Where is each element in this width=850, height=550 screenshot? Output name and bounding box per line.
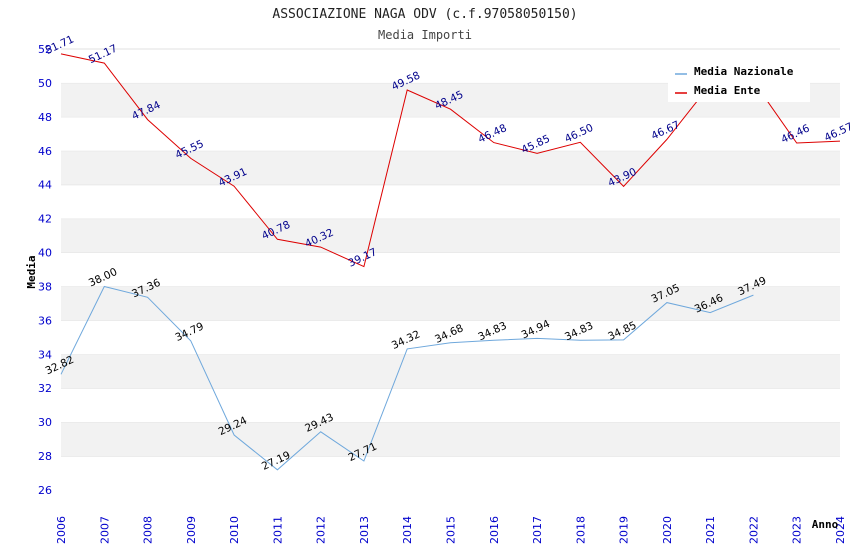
y-tick-label: 52 (38, 43, 52, 56)
y-tick-label: 44 (38, 179, 52, 192)
grid-band (61, 388, 840, 423)
x-tick-label: 2019 (618, 516, 631, 544)
grid-band (61, 422, 840, 457)
legend: Media Nazionale Media Ente (668, 58, 810, 102)
x-tick-label: 2006 (55, 516, 68, 544)
x-tick-label: 2023 (791, 516, 804, 544)
y-tick-label: 34 (38, 348, 52, 361)
y-tick-label: 38 (38, 280, 52, 293)
x-tick-label: 2020 (661, 516, 674, 544)
y-tick-label: 40 (38, 247, 52, 260)
x-tick-label: 2010 (228, 516, 241, 544)
y-tick-label: 28 (38, 450, 52, 463)
y-tick-label: 32 (38, 382, 52, 395)
legend-label-nazionale: Media Nazionale (694, 65, 794, 78)
x-tick-label: 2017 (531, 516, 544, 544)
y-tick-label: 48 (38, 111, 52, 124)
x-tick-label: 2011 (271, 516, 284, 544)
y-tick-label: 30 (38, 416, 52, 429)
y-tick-label: 42 (38, 213, 52, 226)
x-tick-label: 2018 (574, 516, 587, 544)
x-tick-label: 2007 (98, 516, 111, 544)
x-axis-ticks: 2006 2007 2008 2009 2010 2011 2012 2013 2014 2015… (55, 516, 847, 544)
x-tick-label: 2024 (834, 516, 847, 544)
x-tick-label: 2016 (488, 516, 501, 544)
y-axis-label: Media (25, 255, 38, 288)
grid-band (61, 456, 840, 490)
x-tick-label: 2008 (142, 516, 155, 544)
y-tick-label: 36 (38, 314, 52, 327)
grid-band (61, 320, 840, 355)
x-tick-label: 2021 (704, 516, 717, 544)
y-tick-label: 46 (38, 145, 52, 158)
x-tick-label: 2009 (185, 516, 198, 544)
x-tick-label: 2012 (315, 516, 328, 544)
chart-subtitle: Media Importi (378, 28, 472, 42)
chart-title: ASSOCIAZIONE NAGA ODV (c.f.97058050150) (272, 7, 577, 22)
grid-bands (61, 48, 840, 490)
y-axis-ticks: 26 28 30 32 34 36 38 40 42 44 46 48 50 52 (38, 43, 52, 497)
x-axis-label: Anno (812, 518, 839, 531)
grid-band (61, 354, 840, 389)
x-tick-label: 2013 (358, 516, 371, 544)
grid-band (61, 252, 840, 287)
grid-band (61, 184, 840, 219)
legend-box (668, 58, 810, 102)
series-line-0 (60, 285, 754, 471)
x-tick-label: 2022 (747, 516, 760, 544)
x-tick-label: 2015 (445, 516, 458, 544)
y-tick-label: 50 (38, 77, 52, 90)
grid-band (61, 150, 840, 185)
legend-label-ente: Media Ente (694, 84, 761, 97)
grid-band (61, 286, 840, 321)
x-tick-label: 2014 (401, 516, 414, 544)
grid-band (61, 218, 840, 253)
y-tick-label: 26 (38, 484, 52, 497)
grid-band (61, 116, 840, 151)
